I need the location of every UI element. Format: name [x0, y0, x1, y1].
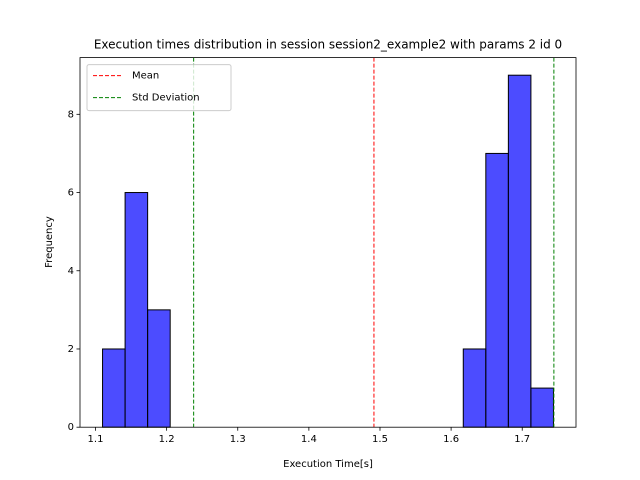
y-tick-label: 2 [68, 344, 74, 355]
bar [462, 348, 487, 428]
legend-label: Mean [132, 71, 159, 82]
x-tick-label: 1.5 [372, 434, 388, 445]
legend-label: Std Deviation [132, 93, 200, 104]
bar [102, 348, 126, 428]
y-tick-label: 0 [68, 422, 74, 433]
x-tick-label: 1.7 [514, 434, 530, 445]
bar [485, 152, 509, 428]
x-tick-label: 1.1 [88, 434, 104, 445]
y-tick-label: 4 [68, 266, 74, 277]
x-tick-label: 1.2 [159, 434, 175, 445]
x-tick-label: 1.4 [301, 434, 317, 445]
bar [124, 192, 149, 428]
legend: Mean Std Deviation [86, 64, 232, 112]
bar [507, 74, 532, 428]
y-axis-label: Frequency [44, 216, 55, 268]
legend-box [86, 64, 232, 112]
axes-frame [79, 57, 577, 428]
x-axis-label: Execution Time[s] [283, 459, 373, 470]
chart-title: Execution times distribution in session … [94, 38, 562, 52]
bar [147, 309, 171, 428]
y-tick-label: 6 [68, 188, 74, 199]
bar [530, 387, 554, 428]
x-tick-label: 1.6 [443, 434, 459, 445]
y-tick-label: 8 [68, 109, 74, 120]
x-tick-label: 1.3 [230, 434, 246, 445]
